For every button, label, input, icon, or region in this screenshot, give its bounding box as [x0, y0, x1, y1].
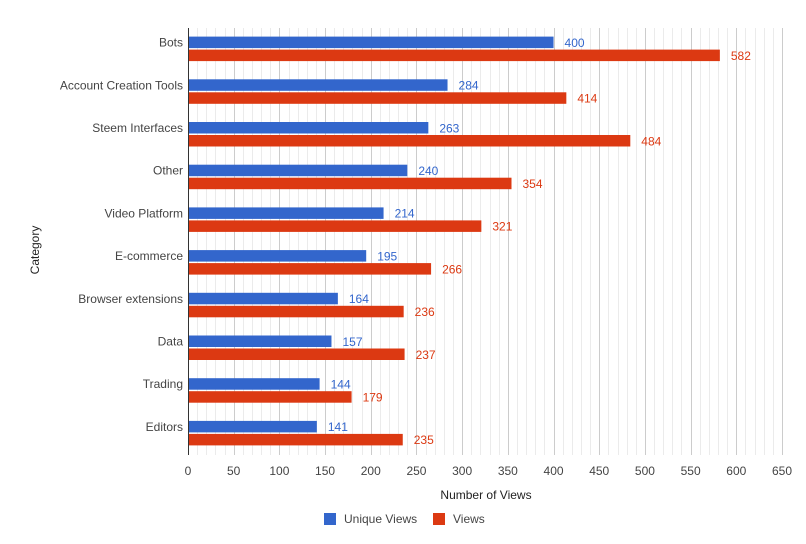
x-tick-label: 200 [361, 464, 381, 478]
category-label-e-commerce: E-commerce [115, 249, 183, 263]
bar-unique-views-account-creation-tools [189, 79, 448, 91]
bar-views-trading [189, 391, 352, 403]
bar-unique-views-steem-interfaces [189, 122, 429, 134]
category-axis-labels: Bots Account Creation Tools Steem Interfac… [60, 36, 184, 434]
legend-swatch-views [433, 513, 445, 525]
category-label-bots: Bots [159, 36, 183, 50]
bar-views-video-platform [189, 220, 482, 232]
data-label-unique-views-e-commerce: 195 [377, 249, 397, 263]
legend: Unique Views Views [324, 512, 485, 526]
bar-unique-views-other [189, 164, 408, 177]
category-label-account-creation-tools: Account Creation Tools [60, 78, 183, 92]
bar-views-steem-interfaces [189, 135, 631, 147]
data-label-views-editors: 235 [414, 433, 434, 447]
bar-unique-views-bots [189, 36, 554, 49]
x-tick-label: 50 [227, 464, 241, 478]
bar-unique-views-video-platform [189, 207, 384, 219]
bar-views-bots [189, 49, 720, 62]
legend-label-views: Views [453, 512, 485, 526]
category-label-data: Data [158, 335, 184, 349]
data-label-views-steem-interfaces: 484 [641, 134, 661, 148]
data-label-unique-views-data: 157 [342, 335, 362, 349]
legend-label-unique-views: Unique Views [344, 512, 417, 526]
data-label-views-trading: 179 [363, 390, 383, 404]
data-label-unique-views-steem-interfaces: 263 [439, 121, 459, 135]
x-tick-label: 500 [635, 464, 655, 478]
bar-views-e-commerce [189, 263, 432, 275]
x-tick-label: 400 [544, 464, 564, 478]
x-tick-label: 250 [406, 464, 426, 478]
data-label-views-data: 237 [416, 348, 436, 362]
bar-unique-views-e-commerce [189, 250, 367, 262]
category-label-steem-interfaces: Steem Interfaces [92, 121, 183, 135]
data-label-views-video-platform: 321 [492, 220, 512, 234]
x-tick-label: 0 [185, 464, 192, 478]
bar-views-browser-extensions [189, 305, 404, 318]
bar-unique-views-browser-extensions [189, 292, 338, 305]
data-labels: 400 582 284 414 263 484 240 354 214 321 195 266 164 2… [328, 36, 751, 447]
data-label-unique-views-browser-extensions: 164 [349, 292, 369, 306]
data-label-views-bots: 582 [731, 49, 751, 63]
bar-unique-views-data [189, 335, 332, 347]
data-label-unique-views-trading: 144 [331, 377, 351, 391]
category-label-other: Other [153, 164, 183, 178]
category-label-editors: Editors [146, 420, 183, 434]
data-label-views-other: 354 [523, 177, 543, 191]
data-label-views-account-creation-tools: 414 [577, 92, 597, 106]
data-label-views-e-commerce: 266 [442, 262, 462, 276]
category-label-browser-extensions: Browser extensions [78, 292, 183, 306]
data-label-unique-views-other: 240 [418, 164, 438, 178]
bar-views-editors [189, 433, 403, 446]
x-tick-label: 600 [726, 464, 746, 478]
x-tick-label: 300 [452, 464, 472, 478]
x-axis-title: Number of Views [440, 488, 531, 502]
x-tick-label: 650 [772, 464, 792, 478]
data-label-unique-views-account-creation-tools: 284 [459, 79, 479, 93]
bar-views-data [189, 348, 405, 360]
data-label-unique-views-editors: 141 [328, 420, 348, 434]
data-label-unique-views-video-platform: 214 [395, 207, 415, 221]
gridlines [197, 28, 783, 455]
x-tick-label: 450 [589, 464, 609, 478]
y-axis-title: Category [28, 226, 42, 275]
bars [189, 36, 720, 446]
x-tick-label: 150 [315, 464, 335, 478]
data-label-unique-views-bots: 400 [565, 36, 585, 50]
bar-unique-views-editors [189, 420, 317, 433]
category-label-trading: Trading [143, 377, 183, 391]
category-label-video-platform: Video Platform [105, 206, 184, 220]
legend-swatch-unique-views [324, 513, 336, 525]
bar-views-other [189, 177, 512, 190]
x-tick-label: 550 [681, 464, 701, 478]
x-tick-label: 100 [269, 464, 289, 478]
x-tick-label: 350 [498, 464, 518, 478]
value-axis-ticks: 0 50 100 150 200 250 300 350 400 450 500 550 600 650 [185, 464, 793, 478]
bar-unique-views-trading [189, 378, 320, 390]
bar-views-account-creation-tools [189, 92, 567, 104]
data-label-views-browser-extensions: 236 [415, 305, 435, 319]
